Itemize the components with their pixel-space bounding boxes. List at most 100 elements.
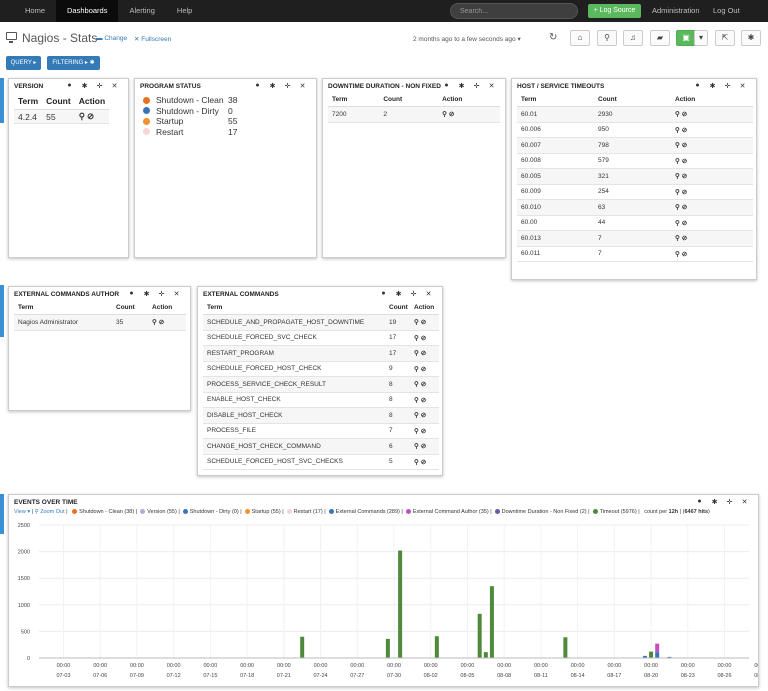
gear-icon[interactable]: ✱ (143, 291, 150, 298)
gear-icon[interactable]: ✱ (709, 83, 716, 90)
search-icon[interactable]: ⚲ (675, 204, 680, 212)
ban-icon[interactable]: ⊘ (681, 173, 688, 181)
search-icon[interactable]: ⚲ (675, 219, 680, 227)
search-icon[interactable]: ⚲ (675, 111, 680, 119)
search-icon[interactable]: ⚲ (414, 427, 419, 435)
status-item[interactable]: Shutdown - Dirty 0 (143, 106, 316, 117)
search-icon[interactable]: ⚲ (152, 319, 157, 327)
search-icon[interactable]: ⚲ (414, 381, 419, 389)
nav-logout[interactable]: Log Out (713, 6, 740, 15)
info-icon[interactable]: ● (67, 82, 72, 89)
row-handle-3[interactable] (0, 494, 4, 534)
search-icon[interactable]: ⚲ (675, 157, 680, 165)
legend-item[interactable]: Timeout (5976) | (590, 509, 640, 515)
legend-item[interactable]: Version (55) | (137, 509, 180, 515)
search-input[interactable] (450, 3, 578, 19)
close-icon[interactable]: ✕ (299, 83, 306, 90)
move-icon[interactable]: ✛ (284, 83, 291, 90)
save-dropdown-button[interactable]: ▾ (694, 30, 708, 46)
close-icon[interactable]: ✕ (741, 499, 748, 506)
legend-item[interactable]: Shutdown - Clean (38) | (69, 509, 137, 515)
search-icon[interactable]: ⚲ (675, 173, 680, 181)
load-button[interactable]: ▰ (650, 30, 670, 46)
search-icon[interactable]: ⚲ (414, 396, 419, 404)
ban-icon[interactable]: ⊘ (86, 111, 95, 121)
ban-icon[interactable]: ⊘ (681, 219, 688, 227)
ban-icon[interactable]: ⊘ (420, 427, 427, 435)
close-icon[interactable]: ✕ (111, 83, 118, 90)
search-icon[interactable]: ⚲ (414, 319, 419, 327)
query-button[interactable]: QUERY ▸ (6, 56, 41, 70)
search-icon[interactable]: ⚲ (442, 111, 447, 119)
ban-icon[interactable]: ⊘ (681, 111, 688, 119)
save-button[interactable]: ▣ (676, 30, 696, 46)
ban-icon[interactable]: ⊘ (158, 319, 165, 327)
search-button[interactable]: ⚲ (597, 30, 617, 46)
info-icon[interactable]: ● (444, 82, 449, 89)
close-icon[interactable]: ✕ (488, 83, 495, 90)
nav-dashboards[interactable]: Dashboards (56, 0, 119, 22)
ban-icon[interactable]: ⊘ (420, 334, 427, 342)
nav-alerting[interactable]: Alerting (129, 6, 155, 15)
gear-icon[interactable]: ✱ (458, 83, 465, 90)
ban-icon[interactable]: ⊘ (681, 204, 688, 212)
legend-item[interactable]: External Commands (289) | (326, 509, 403, 515)
nav-administration[interactable]: Administration (652, 6, 700, 15)
search-icon[interactable]: ⚲ (414, 443, 419, 451)
change-link[interactable]: ▬ Change (96, 35, 127, 42)
legend-item[interactable]: Startup (55) | (242, 509, 284, 515)
move-icon[interactable]: ✛ (726, 499, 733, 506)
search-icon[interactable]: ⚲ (414, 334, 419, 342)
close-icon[interactable]: ✕ (739, 83, 746, 90)
filtering-button[interactable]: FILTERING ▸ ✱ (47, 56, 100, 70)
ban-icon[interactable]: ⊘ (681, 188, 688, 196)
move-icon[interactable]: ✛ (473, 83, 480, 90)
move-icon[interactable]: ✛ (724, 83, 731, 90)
events-chart[interactable]: 0 500 1000 1500 2000 2500 00:00 07-03 00:00 07-06… (9, 519, 758, 686)
nav-help[interactable]: Help (176, 6, 193, 15)
nav-home[interactable]: Home (25, 6, 46, 15)
gear-icon[interactable]: ✱ (269, 83, 276, 90)
status-item[interactable]: Shutdown - Clean 38 (143, 95, 316, 106)
alert-button[interactable]: ♫ (623, 30, 643, 46)
ban-icon[interactable]: ⊘ (681, 250, 688, 258)
info-icon[interactable]: ● (695, 82, 700, 89)
ban-icon[interactable]: ⊘ (420, 319, 427, 327)
share-button[interactable]: ⇱ (715, 30, 735, 46)
search-icon[interactable]: ⚲ (414, 412, 419, 420)
move-icon[interactable]: ✛ (158, 291, 165, 298)
legend-item[interactable]: Downtime Duration - Non Fixed (2) | (492, 509, 590, 515)
ban-icon[interactable]: ⊘ (420, 381, 427, 389)
move-icon[interactable]: ✛ (96, 83, 103, 90)
search-icon[interactable]: ⚲ (414, 350, 419, 358)
info-icon[interactable]: ● (129, 290, 134, 297)
ban-icon[interactable]: ⊘ (681, 157, 688, 165)
status-item[interactable]: Restart 17 (143, 127, 316, 138)
ban-icon[interactable]: ⊘ (420, 443, 427, 451)
close-icon[interactable]: ✕ (425, 291, 432, 298)
ban-icon[interactable]: ⊘ (420, 350, 427, 358)
refresh-icon[interactable]: ↻ (549, 32, 558, 43)
legend-item[interactable]: Restart (17) | (284, 509, 326, 515)
search-icon[interactable]: ⚲ (414, 365, 419, 373)
search-icon[interactable]: ⚲ (675, 126, 680, 134)
view-menu[interactable]: View ▾ (14, 509, 31, 515)
settings-button[interactable]: ✱ (741, 30, 761, 46)
ban-icon[interactable]: ⊘ (681, 142, 688, 150)
gear-icon[interactable]: ✱ (395, 291, 402, 298)
row-handle-2[interactable] (0, 285, 4, 337)
fullscreen-link[interactable]: ✕ Fullscreen (134, 35, 171, 43)
info-icon[interactable]: ● (255, 82, 260, 89)
info-icon[interactable]: ● (381, 290, 386, 297)
ban-icon[interactable]: ⊘ (420, 412, 427, 420)
log-source-button[interactable]: + Log Source (588, 4, 641, 18)
row-handle-1[interactable] (0, 78, 4, 123)
ban-icon[interactable]: ⊘ (448, 111, 455, 119)
search-icon[interactable]: ⚲ (78, 111, 85, 121)
ban-icon[interactable]: ⊘ (420, 458, 427, 466)
move-icon[interactable]: ✛ (410, 291, 417, 298)
timerange-picker[interactable]: 2 months ago to a few seconds ago ▾ (413, 35, 521, 43)
ban-icon[interactable]: ⊘ (681, 235, 688, 243)
gear-icon[interactable]: ✱ (81, 83, 88, 90)
gear-icon[interactable]: ✱ (711, 499, 718, 506)
